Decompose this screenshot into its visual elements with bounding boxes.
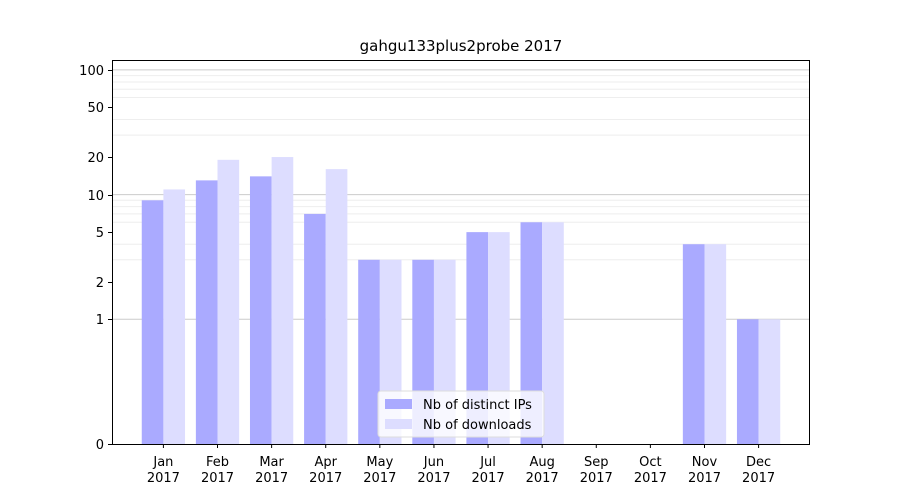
bar-downloads [325, 169, 348, 444]
x-tick-label-year: 2017 [417, 471, 450, 486]
bar-distinct-ips [736, 319, 759, 444]
legend-label: Nb of distinct IPs [423, 398, 532, 413]
x-tick-label-year: 2017 [363, 471, 396, 486]
x-tick-label-year: 2017 [201, 471, 234, 486]
x-tick-label-year: 2017 [147, 471, 180, 486]
x-tick-label-month: May [366, 455, 393, 470]
x-tick-label-year: 2017 [526, 471, 559, 486]
legend-swatch [385, 419, 412, 429]
bar-downloads [217, 159, 240, 444]
bar-distinct-ips [520, 222, 543, 444]
bar-downloads [704, 244, 727, 444]
x-tick-label-month: Sep [584, 455, 609, 470]
y-tick-label: 50 [87, 101, 104, 116]
y-axis: 0 1 2 5 10 20 50 100 [79, 64, 112, 453]
y-tick-label: 1 [96, 313, 104, 328]
bar-distinct-ips [682, 244, 705, 444]
y-tick-label: 20 [87, 151, 104, 166]
x-tick-label-month: Oct [639, 455, 661, 470]
x-tick-label-month: Aug [529, 455, 554, 470]
plot-frame [112, 60, 810, 445]
x-tick-label-month: Apr [314, 455, 337, 470]
x-tick-label-year: 2017 [634, 471, 667, 486]
legend-swatch [385, 399, 412, 409]
y-tick-label: 2 [96, 276, 104, 291]
bar-distinct-ips [358, 259, 380, 444]
x-axis: Jan2017Feb2017Mar2017Apr2017May2017Jun20… [147, 444, 775, 486]
chart-title: gahgu133plus2probe 2017 [360, 37, 563, 55]
y-tick-label: 5 [96, 226, 104, 241]
x-tick-label-year: 2017 [742, 471, 775, 486]
x-tick-label-month: Mar [259, 455, 284, 470]
y-tick-label: 100 [79, 64, 104, 79]
bar-distinct-ips [304, 213, 326, 444]
y-tick-label: 10 [87, 189, 104, 204]
x-tick-label-year: 2017 [688, 471, 721, 486]
bar-downloads [163, 189, 186, 444]
legend-label: Nb of downloads [423, 418, 532, 433]
bar-distinct-ips [141, 200, 164, 444]
x-tick-label-month: Nov [692, 455, 718, 470]
x-tick-label-month: Dec [746, 455, 771, 470]
bar-downloads [758, 319, 781, 444]
x-tick-label-month: Feb [206, 455, 229, 470]
x-tick-label-year: 2017 [580, 471, 613, 486]
legend-box [377, 390, 545, 438]
x-tick-label-month: Jul [479, 455, 496, 470]
x-tick-label-year: 2017 [309, 471, 342, 486]
bar-downloads [542, 222, 564, 444]
x-tick-label-month: Jan [152, 455, 173, 470]
x-tick-label-month: Jun [423, 455, 444, 470]
legend: Nb of distinct IPs Nb of downloads [377, 390, 545, 438]
x-tick-label-year: 2017 [472, 471, 505, 486]
bar-distinct-ips [195, 180, 218, 444]
bar-downloads [271, 157, 294, 444]
y-tick-label: 0 [96, 438, 104, 453]
bar-distinct-ips [249, 176, 272, 444]
x-tick-label-year: 2017 [255, 471, 288, 486]
